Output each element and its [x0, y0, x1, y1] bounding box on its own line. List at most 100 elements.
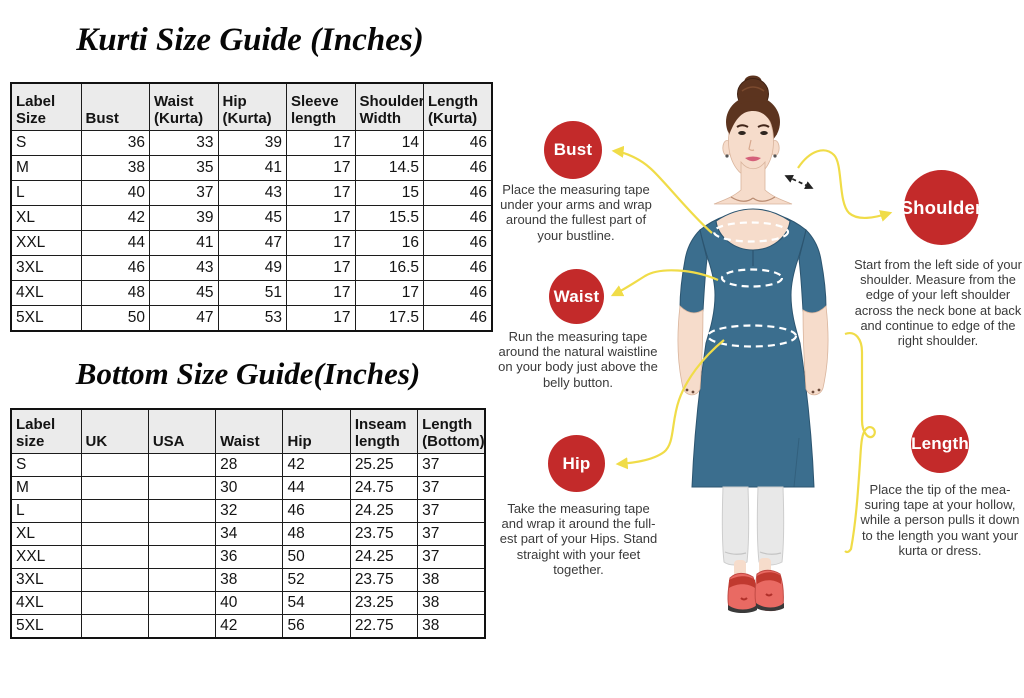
value-cell: 17 [286, 280, 356, 306]
column-header: Length (Bottom) [417, 408, 486, 454]
value-cell: 43 [149, 255, 219, 281]
value-cell: 46 [423, 280, 493, 306]
shoulder-connector [797, 149, 893, 222]
table-row: 5XL 42 56 22.75 38 [10, 614, 486, 639]
value-cell: 37 [149, 180, 219, 206]
column-header: Shoulder Width [354, 82, 424, 131]
shoulder-arrow [784, 174, 814, 190]
size-label-cell: 3XL [10, 255, 82, 281]
value-cell [80, 591, 149, 615]
value-cell: 48 [282, 522, 351, 546]
neck [713, 160, 793, 205]
hip-measure-ellipse [706, 324, 798, 348]
table-row: XXL 36 50 24.25 37 [10, 545, 486, 569]
shoulder-badge: Shoulder [901, 170, 982, 245]
size-label-cell: 4XL [10, 591, 82, 615]
size-label-cell: 4XL [10, 280, 82, 306]
value-cell: 17.5 [354, 305, 424, 332]
value-cell: 15.5 [354, 205, 424, 231]
value-cell: 16 [354, 230, 424, 256]
value-cell: 46 [80, 255, 150, 281]
size-label-cell: L [10, 180, 82, 206]
value-cell: 14 [354, 130, 424, 156]
value-cell [147, 522, 217, 546]
value-cell: 47 [217, 230, 287, 256]
table-row: M 30 44 24.75 37 [10, 476, 486, 500]
value-cell: 39 [149, 205, 219, 231]
table-row: XL 34 48 23.75 37 [10, 522, 486, 546]
ear [770, 140, 780, 156]
column-header: USA [147, 408, 217, 454]
table-row: 4XL 40 54 23.25 38 [10, 591, 486, 615]
bottom-size-table: Label size UK USA Waist Hip Inseam length Leng… [10, 408, 486, 639]
value-cell [80, 453, 149, 477]
value-cell: 17 [286, 180, 356, 206]
value-cell: 43 [217, 180, 287, 206]
value-cell: 42 [80, 205, 150, 231]
table-row: XXL 44 41 47 17 16 46 [10, 230, 493, 256]
value-cell: 50 [80, 305, 150, 332]
woman-illustration [677, 75, 829, 613]
right-pant-leg [756, 486, 785, 566]
size-label-cell: S [10, 453, 82, 477]
left-shoe [727, 572, 757, 612]
neckline [715, 208, 791, 251]
value-cell: 15 [354, 180, 424, 206]
eye [738, 131, 746, 135]
column-header: Hip (Kurta) [217, 82, 287, 131]
value-cell: 37 [417, 499, 486, 523]
waist-measure-ellipse [720, 268, 784, 288]
value-cell: 50 [282, 545, 351, 569]
value-cell: 49 [217, 255, 287, 281]
column-header: UK [80, 408, 149, 454]
ankle [759, 558, 771, 575]
value-cell: 42 [282, 453, 351, 477]
value-cell: 17 [286, 255, 356, 281]
value-cell [80, 614, 149, 639]
size-label-cell: XXL [10, 545, 82, 569]
value-cell: 28 [215, 453, 284, 477]
column-header: Label Size [10, 82, 82, 131]
value-cell: 35 [149, 155, 219, 181]
value-cell: 37 [417, 522, 486, 546]
header-row: Label Size Bust Waist (Kurta) Hip (Kurta) Sl… [10, 82, 493, 131]
value-cell [147, 499, 217, 523]
value-cell: 37 [417, 453, 486, 477]
value-cell: 41 [217, 155, 287, 181]
value-cell: 42 [215, 614, 284, 639]
column-header: Sleeve length [286, 82, 356, 131]
value-cell [80, 568, 149, 592]
value-cell: 36 [80, 130, 150, 156]
value-cell: 44 [80, 230, 150, 256]
value-cell [147, 568, 217, 592]
value-cell [80, 499, 149, 523]
value-cell: 47 [149, 305, 219, 332]
value-cell: 30 [215, 476, 284, 500]
size-label-cell: L [10, 499, 82, 523]
hip-instructions: Take the measuring tape and wrap it arou… [499, 501, 658, 577]
left-sleeve [679, 228, 708, 314]
value-cell: 32 [215, 499, 284, 523]
size-label-cell: S [10, 130, 82, 156]
table-row: 5XL 50 47 53 17 17.5 46 [10, 305, 493, 332]
bust-badge: Bust [544, 121, 602, 179]
value-cell: 17 [286, 155, 356, 181]
value-cell: 45 [149, 280, 219, 306]
value-cell: 16.5 [354, 255, 424, 281]
waist-instructions: Run the measuring tape around the natura… [498, 329, 658, 390]
size-label-cell: XXL [10, 230, 82, 256]
value-cell: 51 [217, 280, 287, 306]
table-row: 4XL 48 45 51 17 17 46 [10, 280, 493, 306]
hair-scrunchie [761, 99, 767, 105]
value-cell: 48 [80, 280, 150, 306]
collarbone-lines [730, 196, 776, 202]
value-cell: 46 [423, 205, 493, 231]
value-cell [147, 545, 217, 569]
value-cell: 39 [217, 130, 287, 156]
length-instructions: Place the tip of the mea-suring tape at … [860, 482, 1020, 558]
waist-connector [610, 269, 719, 297]
value-cell: 54 [282, 591, 351, 615]
value-cell: 23.75 [349, 568, 419, 592]
value-cell [147, 476, 217, 500]
value-cell: 14.5 [354, 155, 424, 181]
